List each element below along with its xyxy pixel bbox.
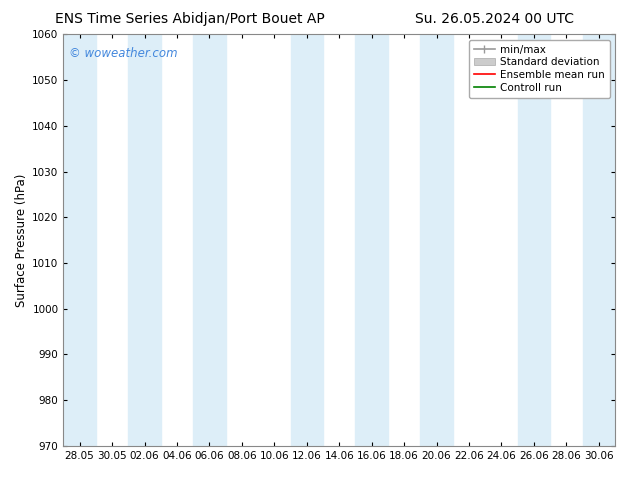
Bar bbox=[128, 34, 161, 446]
Text: ENS Time Series Abidjan/Port Bouet AP: ENS Time Series Abidjan/Port Bouet AP bbox=[55, 12, 325, 26]
Bar bbox=[356, 34, 388, 446]
Bar bbox=[517, 34, 550, 446]
Bar bbox=[290, 34, 323, 446]
Bar bbox=[63, 34, 96, 446]
Text: Su. 26.05.2024 00 UTC: Su. 26.05.2024 00 UTC bbox=[415, 12, 574, 26]
Bar bbox=[583, 34, 615, 446]
Text: © woweather.com: © woweather.com bbox=[69, 47, 178, 60]
Bar bbox=[193, 34, 226, 446]
Y-axis label: Surface Pressure (hPa): Surface Pressure (hPa) bbox=[15, 173, 28, 307]
Bar bbox=[420, 34, 453, 446]
Legend: min/max, Standard deviation, Ensemble mean run, Controll run: min/max, Standard deviation, Ensemble me… bbox=[469, 40, 610, 98]
